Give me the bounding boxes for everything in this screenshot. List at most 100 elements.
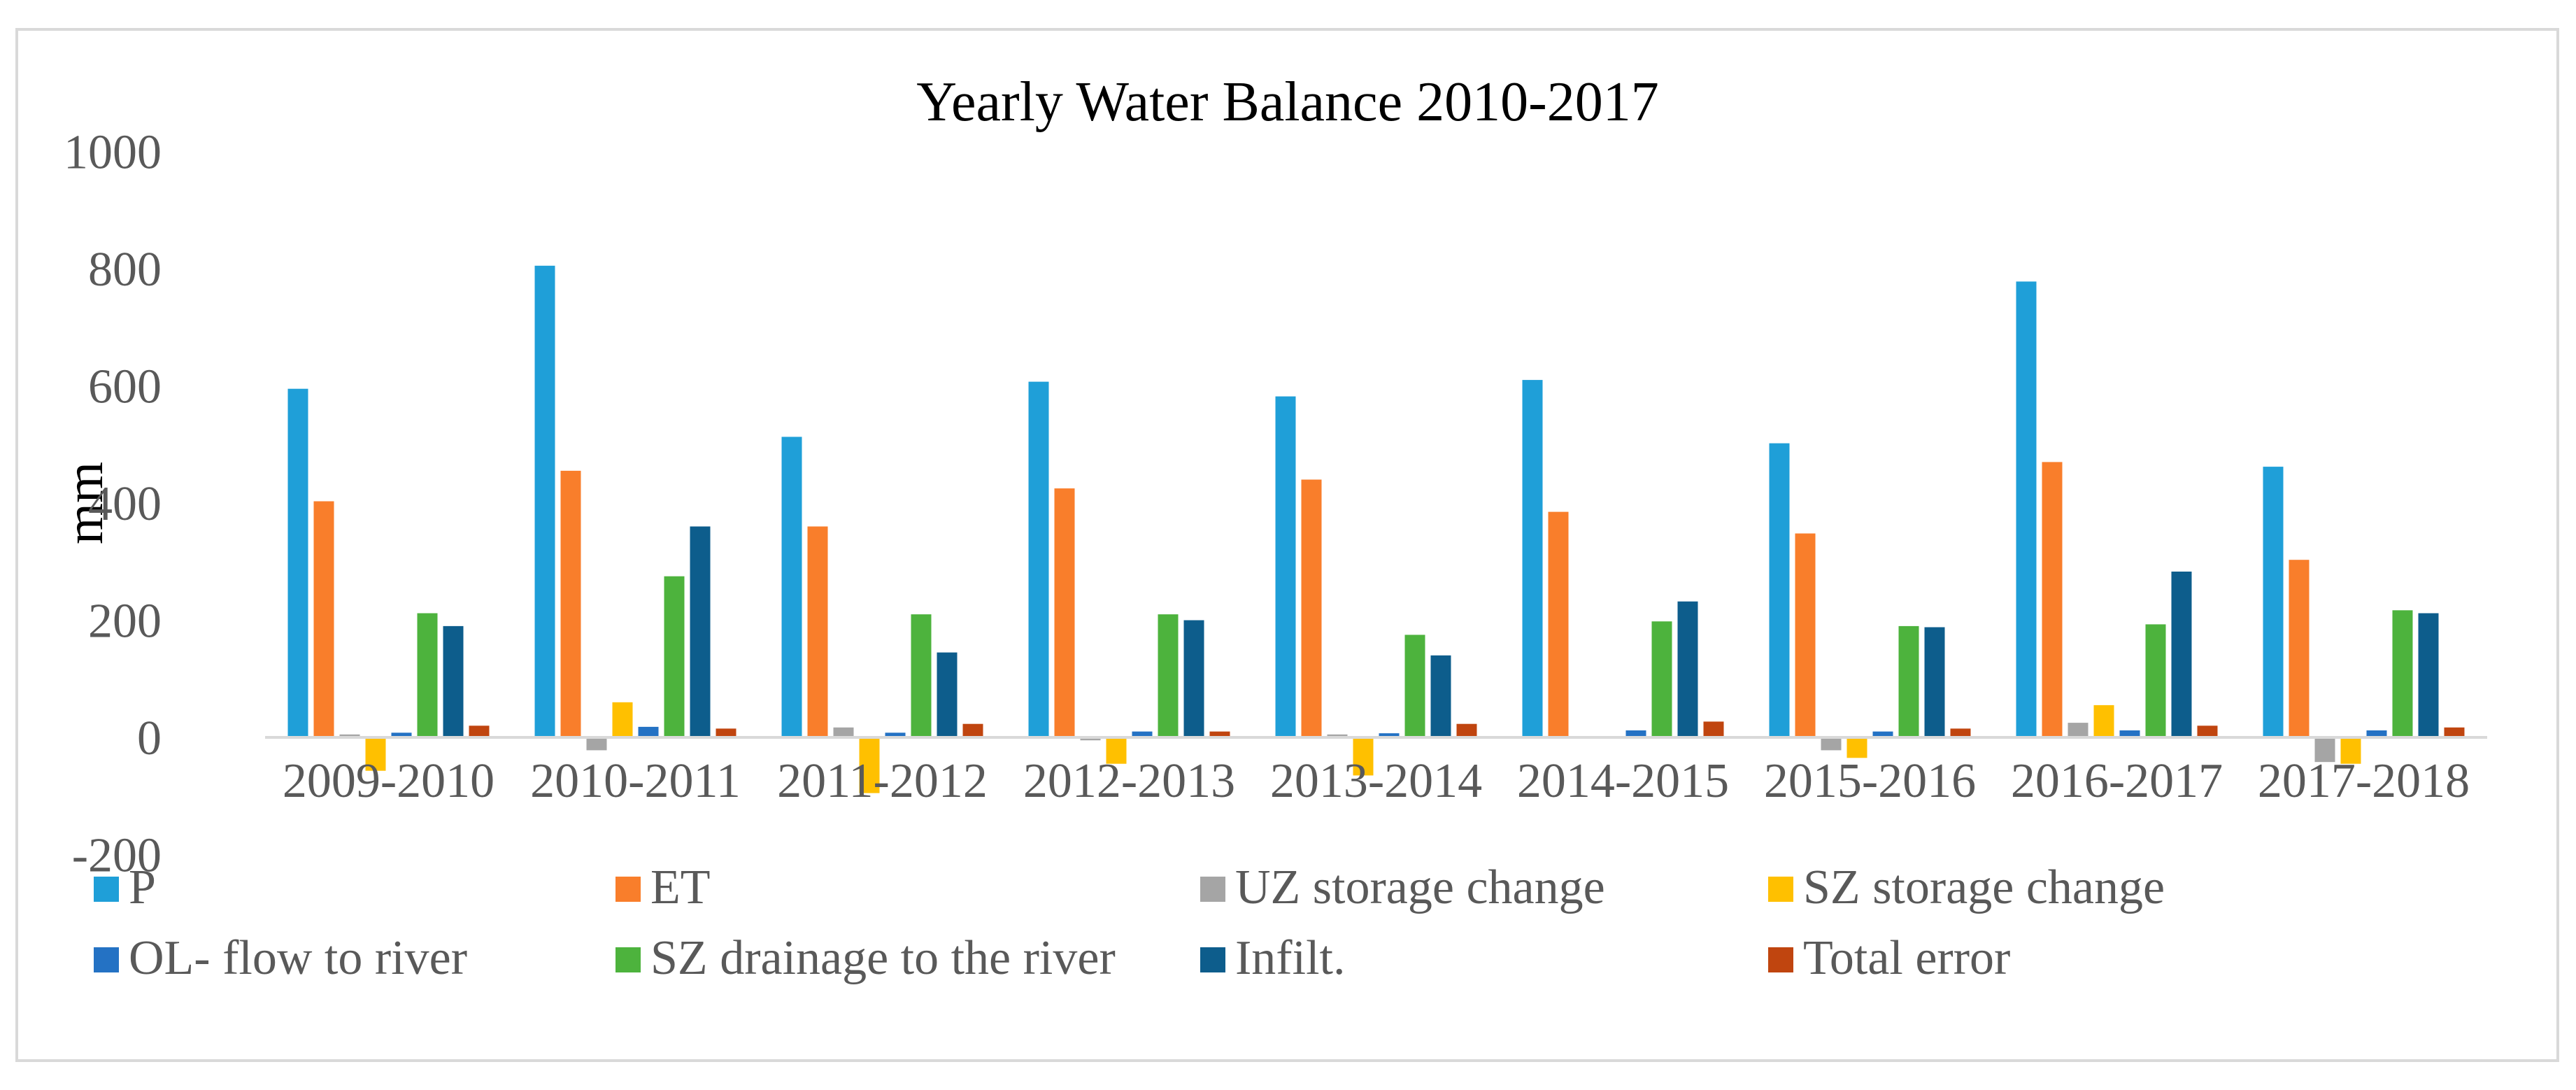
bar [339,734,360,737]
bar [1677,601,1698,737]
y-tick-label: 600 [88,360,162,414]
bar [391,732,412,737]
legend-label: P [129,861,156,914]
legend-label: SZ drainage to the river [650,931,1116,985]
bar [807,526,828,737]
bar [716,728,736,737]
bar [2042,462,2063,737]
bar [1106,737,1127,764]
bar [664,576,685,737]
bar [2340,737,2361,764]
bar [2263,467,2284,737]
bar [1795,533,1816,737]
bar [690,526,711,737]
bar [1404,635,1425,737]
bar [1872,731,1893,737]
bar [1080,737,1101,741]
bar [1548,511,1569,737]
y-axis-label: mm [55,462,114,544]
bar [2418,613,2439,738]
legend-label: ET [650,861,711,914]
x-tick-label: 2010-2011 [530,754,741,808]
bar [1456,723,1477,737]
bar [1353,737,1374,776]
bar [2289,560,2310,737]
bar [1703,721,1724,737]
bar [2366,730,2387,738]
legend-swatch [94,947,119,972]
bar [1183,620,1204,737]
x-tick-label: 2014-2015 [1517,754,1729,808]
bar [962,723,983,737]
bar [1327,734,1348,737]
bar [417,613,438,738]
legend-label: Total error [1803,931,2010,985]
chart-container: Yearly Water Balance 2010-2017 mm 1000 80… [15,28,2559,1062]
bar [1054,488,1075,737]
bar [2314,737,2335,763]
bar [586,737,607,751]
x-tick-label: 2015-2016 [1764,754,1976,808]
bar [365,737,386,771]
bar [1132,731,1153,737]
legend-label: OL- flow to river [129,931,467,985]
bar [1651,621,1672,737]
y-tick-label: 200 [88,595,162,649]
bar [2145,624,2166,737]
chart-svg: Yearly Water Balance 2010-2017 mm 1000 80… [55,71,2487,985]
bar [2016,281,2037,737]
y-tick-label: 0 [137,712,162,765]
x-tick-label: 2016-2017 [2011,754,2223,808]
bar [612,702,633,738]
legend-swatch [1200,877,1225,902]
bar [287,388,308,737]
legend-swatch [1200,947,1225,972]
x-tick-label: 2009-2010 [283,754,494,808]
chart-title: Yearly Water Balance 2010-2017 [916,71,1658,133]
bar [2171,572,2192,737]
bar [2444,727,2465,737]
bar [1028,381,1049,737]
bar [469,726,490,738]
bar [937,652,958,737]
bar [833,727,854,737]
legend-label: SZ storage change [1803,861,2165,914]
bar [1158,614,1179,737]
bar [2119,730,2140,738]
bar [1846,737,1867,758]
x-tick-label: 2011-2012 [777,754,988,808]
bar [1379,733,1400,737]
bar [2197,726,2218,738]
bar [1821,737,1842,751]
legend-label: Infilt. [1235,931,1345,985]
bar [1625,730,1646,738]
bar [2392,610,2413,737]
bar [1950,728,1971,737]
x-tick-label: 2013-2014 [1270,754,1482,808]
bar [859,737,880,793]
bar [638,726,659,737]
bar [560,470,581,737]
bar [885,732,906,737]
x-tick-label: 2012-2013 [1023,754,1235,808]
bar [1275,396,1296,737]
bar [781,437,802,737]
legend-swatch [1768,947,1793,972]
y-tick-label: 800 [88,243,162,297]
bar [1522,380,1543,737]
legend-swatch [615,877,641,902]
bar [2068,723,2088,737]
x-axis-ticks: 2009-2010 2010-2011 2011-2012 2012-2013 2013… [283,754,2470,808]
y-tick-label: -200 [72,829,162,883]
bar [443,625,464,737]
bar [313,501,334,737]
bar [1898,625,1919,737]
legend-swatch [94,877,119,902]
bars-group [287,265,2465,793]
y-tick-label: 1000 [64,126,162,180]
bar [911,614,932,737]
y-axis-ticks: 1000 800 600 400 200 0 -200 [64,126,162,883]
bar [1209,731,1230,737]
bar [1924,627,1945,737]
y-tick-label: 400 [88,477,162,531]
